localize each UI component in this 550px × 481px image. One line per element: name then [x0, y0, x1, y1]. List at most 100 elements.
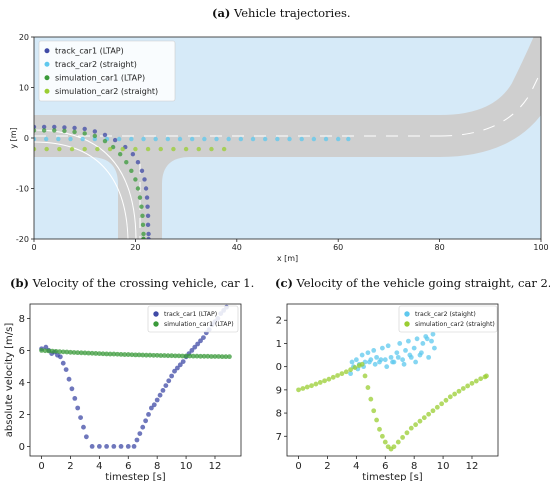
data-point — [81, 424, 86, 430]
data-point — [484, 373, 489, 379]
data-point — [83, 434, 89, 440]
data-point — [391, 444, 397, 450]
data-point — [147, 352, 153, 358]
data-point — [198, 338, 203, 344]
caption-b-tag: (b) — [10, 276, 29, 290]
data-point — [145, 146, 151, 152]
data-point — [143, 418, 149, 424]
data-point — [64, 349, 70, 355]
x-tick-label: 2 — [324, 461, 330, 472]
data-point — [426, 354, 432, 360]
caption-c-text: Velocity of the vehicle going straight, … — [292, 276, 550, 290]
data-point — [326, 376, 332, 382]
data-point — [57, 349, 63, 355]
caption-a: (a) Vehicle trajectories. — [212, 6, 351, 20]
data-point — [165, 136, 171, 142]
x-tick-label: 8 — [154, 461, 160, 472]
data-point — [129, 136, 134, 142]
data-point — [348, 371, 353, 377]
data-point — [89, 444, 95, 449]
y-axis-label: absolute velocity [m/s] — [4, 323, 15, 438]
data-point — [447, 394, 453, 400]
y-tick-label: 7 — [276, 432, 282, 443]
data-point — [50, 348, 55, 354]
caption-a-text: Vehicle trajectories. — [230, 6, 351, 20]
data-point — [153, 136, 158, 142]
data-point — [372, 361, 378, 367]
data-point — [42, 348, 48, 354]
y-tick-label: 10 — [19, 83, 29, 92]
data-point — [112, 137, 118, 143]
data-point — [68, 136, 73, 142]
legend-marker — [153, 321, 159, 327]
y-tick-label: 9 — [276, 385, 282, 396]
data-point — [201, 335, 206, 340]
data-point — [154, 397, 160, 403]
data-point — [214, 136, 219, 142]
data-point — [145, 222, 151, 228]
legend-label: track_car2 (staight) — [415, 311, 476, 318]
data-point — [419, 350, 424, 356]
data-point — [92, 133, 98, 139]
data-point — [439, 401, 445, 407]
plot-frame — [286, 303, 499, 457]
data-point — [104, 444, 109, 449]
data-point — [148, 405, 154, 411]
y-tick-label: 10 — [275, 362, 282, 373]
data-point — [352, 365, 358, 370]
data-point — [144, 195, 150, 200]
data-point — [382, 357, 388, 363]
data-point — [434, 404, 440, 410]
data-point — [400, 357, 406, 363]
data-point — [72, 129, 77, 135]
y-tick-label: -10 — [16, 184, 29, 193]
y-tick-label: 12 — [275, 316, 282, 327]
x-tick-label: 12 — [466, 461, 479, 472]
data-point — [171, 146, 176, 152]
data-point — [142, 177, 147, 182]
data-point — [346, 136, 351, 142]
data-point — [122, 352, 128, 357]
data-point — [478, 376, 484, 382]
data-point — [120, 146, 125, 152]
x-axis-label: timestep [s] — [362, 472, 423, 481]
data-point — [57, 146, 62, 152]
data-point — [201, 353, 207, 359]
data-point — [118, 352, 124, 357]
data-point — [34, 124, 37, 130]
y-tick-label: 4 — [19, 378, 25, 389]
data-point — [378, 357, 384, 363]
velocity-car2-chart: 024681012789101112timestep [s]absolute v… — [275, 303, 499, 481]
data-point — [473, 378, 479, 384]
data-point — [196, 146, 201, 152]
data-point — [287, 136, 292, 142]
data-point — [405, 338, 411, 344]
data-point — [330, 374, 336, 380]
data-point — [165, 353, 171, 359]
data-point — [180, 359, 186, 364]
data-point — [96, 351, 102, 356]
data-point — [190, 353, 196, 359]
data-point — [323, 136, 329, 142]
trajectory-points — [34, 124, 351, 239]
x-tick-label: 80 — [435, 243, 445, 252]
caption-b-text: Velocity of the crossing vehicle, car 1. — [28, 276, 255, 290]
data-point — [456, 388, 462, 394]
data-point — [221, 146, 227, 152]
data-point — [137, 195, 143, 200]
plot-frame — [29, 303, 242, 457]
data-point — [133, 352, 138, 358]
data-point — [368, 396, 374, 402]
velocity-car1-points — [39, 304, 232, 449]
data-point — [133, 146, 138, 152]
data-point — [100, 351, 106, 357]
x-tick-label: 0 — [31, 243, 36, 252]
x-tick-label: 4 — [96, 461, 102, 472]
legend-marker — [404, 311, 410, 317]
data-point — [169, 353, 175, 359]
data-point — [176, 353, 182, 359]
x-tick-label: 10 — [180, 461, 193, 472]
y-tick-label: 0 — [19, 442, 25, 453]
legend-marker — [44, 75, 50, 81]
